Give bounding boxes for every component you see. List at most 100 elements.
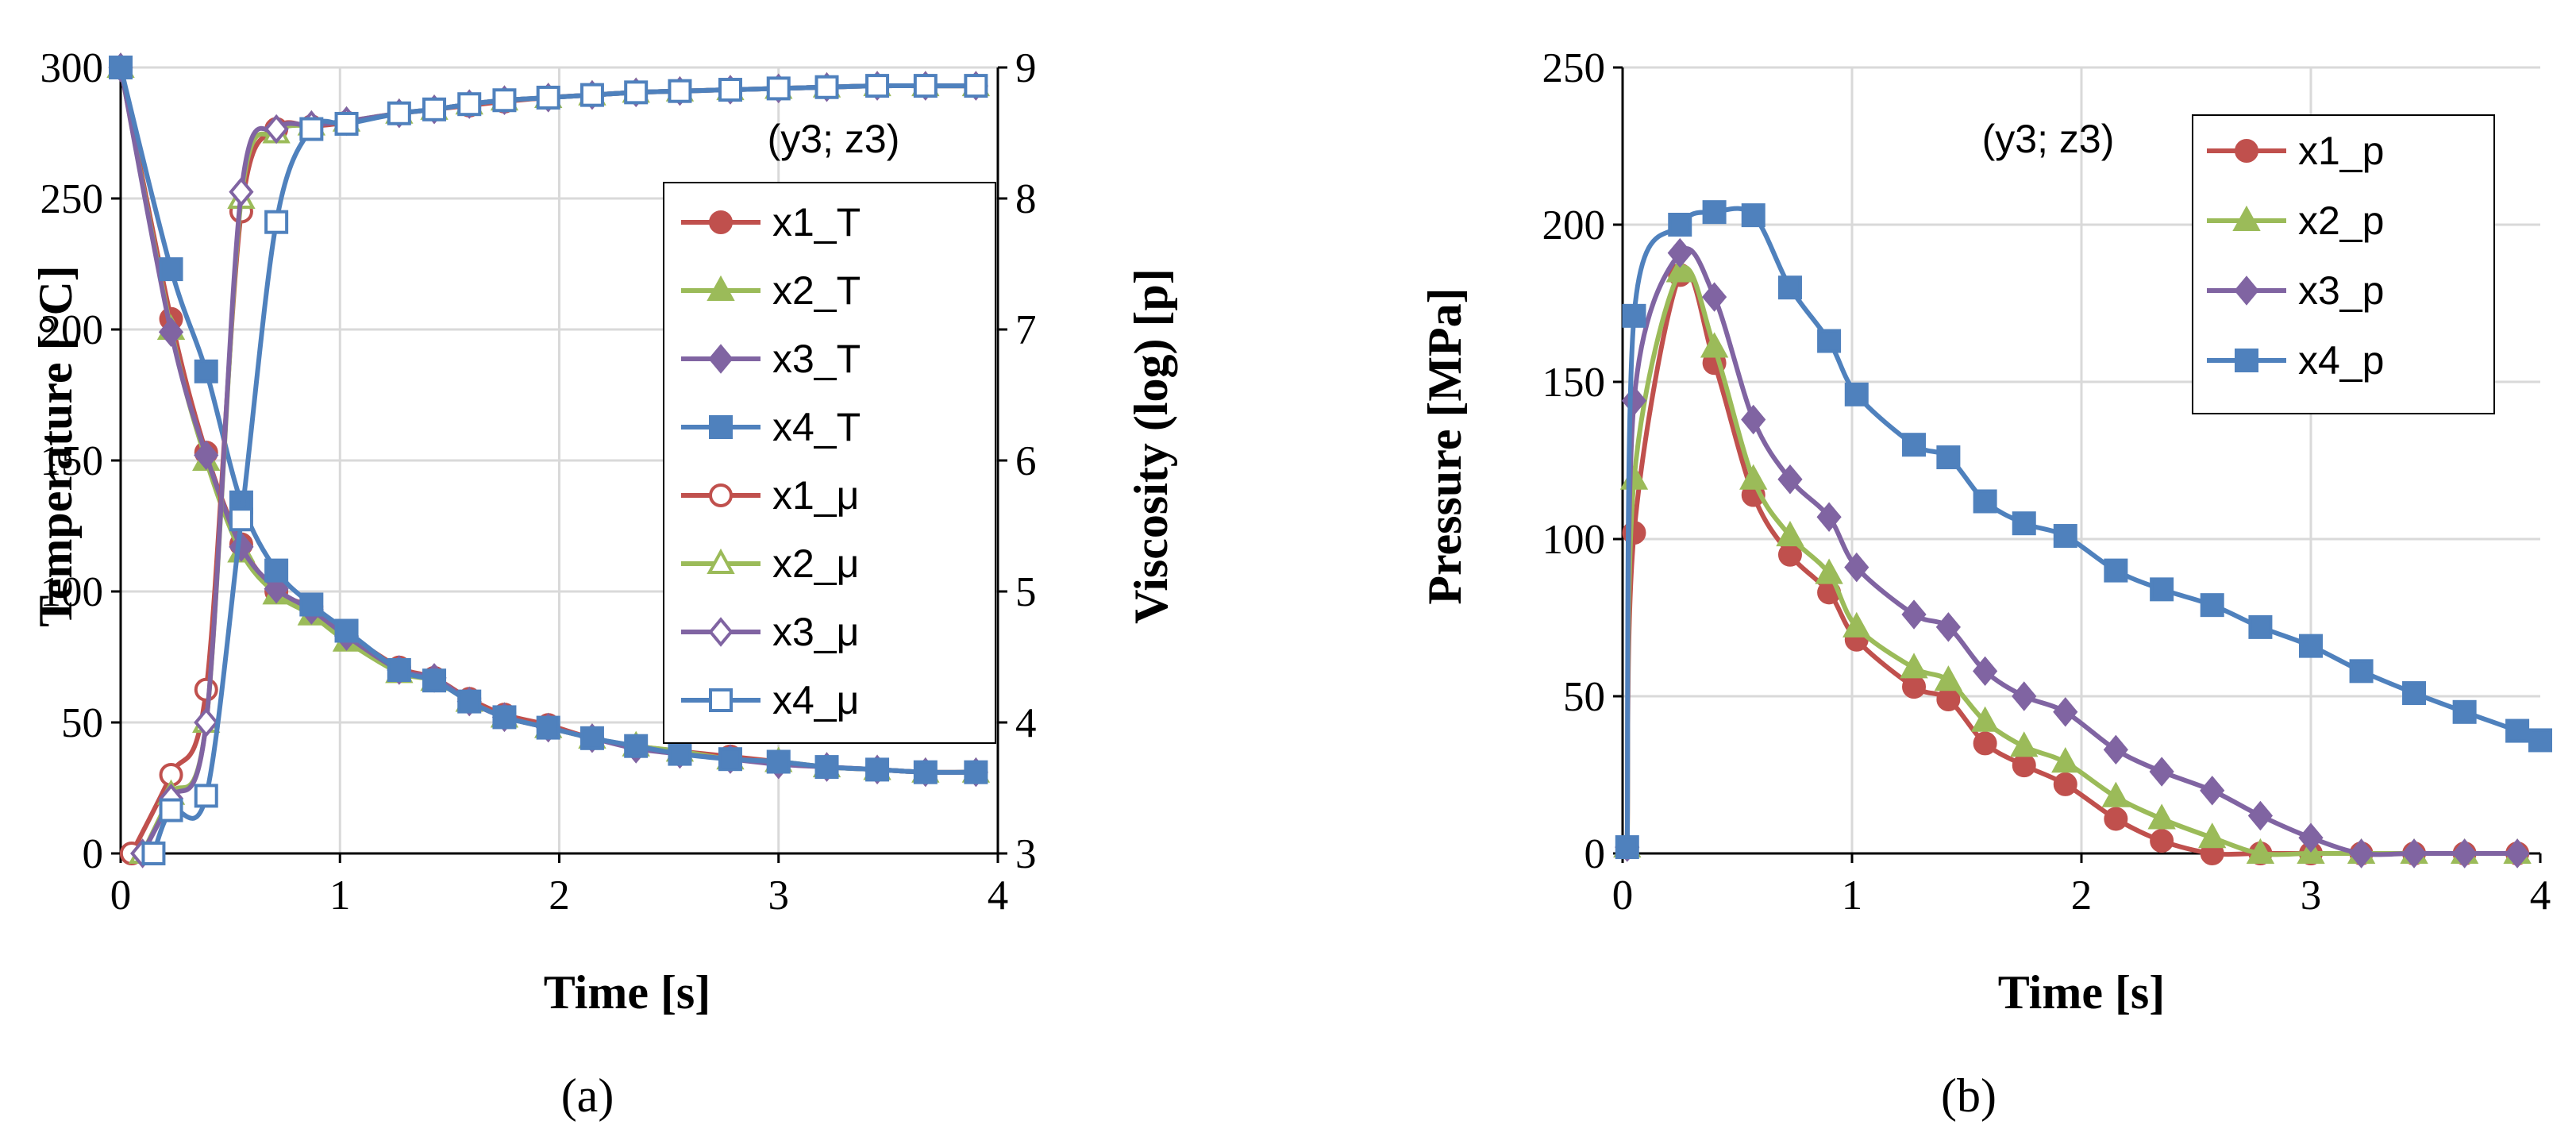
data-point-x4-	[141, 842, 166, 865]
data-point-x4-t	[718, 747, 742, 772]
data-point-x4-	[159, 798, 183, 822]
data-point-x4-	[492, 88, 517, 113]
data-point-x4-p	[2349, 659, 2374, 684]
data-point-x2-p	[2051, 747, 2080, 773]
data-point-x3-p	[2200, 776, 2225, 806]
legend-label: x4_μ	[772, 678, 859, 722]
data-point-x4-p	[2299, 634, 2323, 658]
chart-b-y-tick-label: 50	[1563, 674, 1605, 720]
data-point-x4-	[964, 74, 988, 98]
data-point-x3-t	[158, 317, 184, 348]
chart-a-y2-tick-label: 9	[1015, 45, 1037, 91]
data-point-x3-	[264, 114, 289, 144]
legend-entry-x2-mu: x2_μ	[681, 541, 859, 586]
chart-b-series	[1613, 200, 2552, 869]
legend-marker	[709, 415, 733, 439]
legend-marker	[709, 483, 733, 507]
data-point-x3-p	[2012, 681, 2037, 711]
legend-label: x1_p	[2298, 129, 2384, 173]
legend-entry-x1-t: x1_T	[681, 200, 861, 245]
data-point-x4-t	[492, 705, 517, 730]
data-point-x3-p	[2247, 800, 2274, 831]
data-point-x4-	[457, 92, 482, 117]
data-point-x4-p	[2200, 593, 2224, 618]
chart-a-x-tick-label: 2	[549, 872, 570, 919]
data-point-x3-p	[2505, 838, 2530, 869]
chart-a-x-tick-label: 1	[329, 872, 351, 919]
chart-a-y-tick-label: 250	[40, 176, 104, 222]
data-point-x4-	[299, 117, 324, 141]
data-point-x4-t	[814, 755, 839, 780]
data-point-x4-	[766, 76, 791, 101]
data-point-x4-	[229, 507, 253, 532]
chart-a-x-axis-title: Time [s]	[544, 966, 711, 1019]
series-x4-	[141, 74, 988, 865]
data-point-x3-p	[1901, 599, 1927, 630]
chart-a-y-tick-label: 0	[83, 831, 104, 877]
legend-marker	[708, 617, 734, 647]
chart-a-y-tick-label: 100	[40, 569, 104, 615]
legend-marker	[708, 344, 734, 374]
data-point-x3-p	[1844, 552, 1869, 583]
legend-marker	[2232, 205, 2261, 232]
series-x4-t	[109, 56, 988, 784]
chart-b: 0 1 2 3 4 0 50 100 150 200 250 Time [s] …	[1419, 45, 2552, 1122]
data-point-x4-p	[2452, 699, 2477, 724]
chart-a-legend-box	[663, 182, 996, 744]
chart-b-y-tick-label: 100	[1542, 517, 1606, 563]
data-point-x4-p	[2012, 511, 2036, 536]
data-point-x1-p	[1936, 687, 1961, 711]
data-point-x1-p	[2012, 753, 2036, 778]
data-point-x4-p	[2053, 524, 2077, 549]
data-point-x4-t	[913, 760, 938, 784]
legend-marker	[707, 548, 735, 575]
chart-b-y-axis-title: Pressure [MPa]	[1419, 287, 1471, 604]
data-point-x2-p	[1970, 706, 2000, 732]
series-x3-p	[1615, 237, 2530, 869]
legend-label: x2_μ	[772, 541, 859, 586]
chart-a-y2-tick-label: 4	[1015, 700, 1037, 746]
legend-marker	[709, 688, 733, 712]
data-point-x4-p	[1844, 382, 1869, 406]
data-point-x3-p	[1973, 656, 1998, 687]
data-point-x2-p	[2246, 838, 2275, 865]
data-point-x4-	[913, 74, 938, 98]
data-point-x4-	[814, 75, 839, 99]
chart-a-series	[106, 52, 991, 869]
data-point-x4-t	[536, 715, 560, 740]
data-point-x1-p	[2150, 829, 2174, 853]
data-point-x3-p	[1701, 282, 1727, 312]
data-point-x4-t	[299, 592, 324, 617]
chart-a: 0 1 2 3 4 0 50 100 150 200 250 300 3 4 5…	[29, 45, 1177, 1122]
chart-b-x-tick-label: 2	[2071, 872, 2093, 919]
data-point-x4-p	[1817, 329, 1842, 353]
legend-marker	[2235, 139, 2258, 163]
chart-a-y-tick-label: 50	[61, 700, 103, 746]
chart-a-x-tick-label: 3	[768, 872, 790, 919]
data-point-x3-p	[2348, 838, 2374, 869]
data-point-x4-p	[2505, 718, 2530, 743]
chart-b-y-tick-label: 0	[1584, 831, 1606, 877]
legend-entry-x2-p: x2_p	[2207, 198, 2384, 243]
data-point-x4-	[334, 111, 359, 136]
chart-b-y-tick-label: 150	[1542, 360, 1606, 406]
data-point-x1-p	[1902, 675, 1927, 699]
data-point-x4-t	[964, 760, 988, 784]
legend-label: x2_T	[772, 268, 861, 313]
legend-label: x3_μ	[772, 610, 859, 654]
data-point-x3-p	[1816, 502, 1842, 533]
legend-label: x1_μ	[772, 473, 859, 518]
legend-label: x3_p	[2298, 268, 2384, 313]
legend-label: x4_p	[2298, 338, 2384, 383]
data-point-x3-p	[2149, 757, 2174, 787]
chart-b-annotation: (y3; z3)	[1982, 117, 2115, 161]
data-point-x2-p	[1815, 558, 1843, 584]
chart-a-y2-tick-label: 8	[1015, 176, 1037, 222]
legend-entry-x4-mu: x4_μ	[681, 678, 859, 722]
data-point-x2-p	[2147, 803, 2176, 830]
data-point-x4-t	[422, 668, 447, 693]
data-point-x4-	[536, 85, 560, 110]
chart-b-x-tick-label: 4	[2530, 872, 2551, 919]
data-point-x2-p	[2198, 822, 2227, 849]
chart-b-x-tick-label: 0	[1612, 872, 1634, 919]
